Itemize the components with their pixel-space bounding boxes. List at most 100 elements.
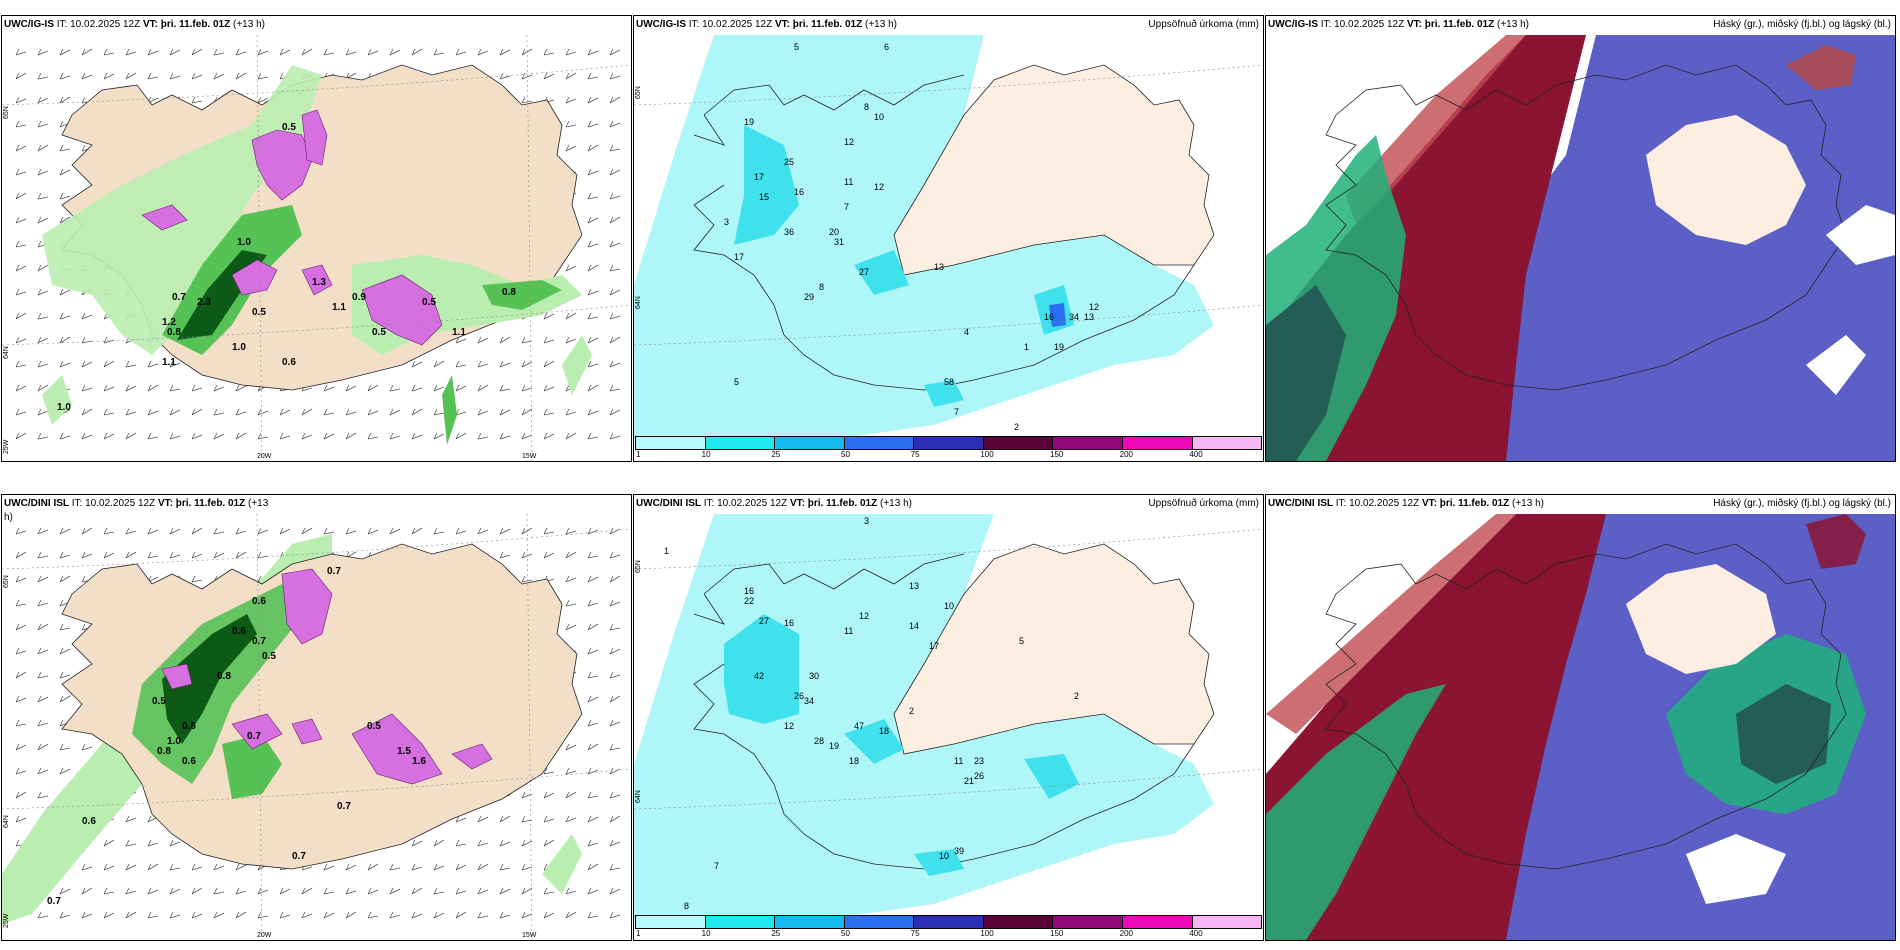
wind-barb [257,887,269,895]
wind-barb [367,432,379,440]
wind-barb [587,671,599,679]
precip-area-cyan-light [634,514,1214,918]
land-east-unprecip [893,64,1215,276]
wind-barb [433,887,445,895]
wind-barb [543,767,555,775]
wind-barb [587,623,599,631]
map-value-label: 0.5 [282,122,296,133]
wind-barb [477,336,489,344]
wind-barb [587,120,599,128]
map-value-label: 5 [734,377,739,387]
wind-barb [15,120,27,128]
wind-barb [37,216,49,224]
wind-barb [81,527,93,535]
wind-barb [477,839,489,847]
wind-barb [59,96,71,104]
map-value-label: 27 [859,267,869,277]
map-value-label: 12 [874,182,884,192]
map-value-label: 11 [954,756,963,766]
map-value-label: 16 [784,618,794,628]
map-value-label: 1.0 [167,736,181,747]
precip-colorbar: 1 10 25 50 75 100 150 200 400 [635,436,1262,460]
precip-cyan-center [844,719,904,764]
map-value-label: 22 [744,596,754,606]
snow-area-ne [301,109,328,166]
axis-label-lat-64: 64N [635,296,642,309]
wind-barb [543,911,555,919]
precip-area-cyan-light [634,35,1214,439]
map-value-label: 0.5 [252,307,266,318]
wind-barb [499,336,511,344]
wind-barb [411,48,423,56]
map-value-label: 27 [759,616,769,626]
land-outline [1325,543,1847,870]
panel-header: UWC/DINI ISL IT: 10.02.2025 12Z VT: þri.… [1268,497,1891,513]
wind-barb [543,527,555,535]
vt-value: þri. 11.feb. 01Z [807,498,878,509]
wind-barb [345,408,357,416]
wind-barb [59,72,71,80]
wind-barb [15,623,27,631]
wind-barb [521,96,533,104]
map-value-label: 17 [734,252,744,262]
wind-barb [103,887,115,895]
map-canvas [1266,514,1895,940]
wind-barb [169,432,181,440]
wind-barb [37,767,49,775]
wind-barb [191,96,203,104]
map-value-label: 4 [964,327,969,337]
wind-barb [455,432,467,440]
wind-barb [411,839,423,847]
value-labels: 0.51.00.71.20.81.12.31.00.50.61.10.91.30… [57,122,516,413]
wind-barb [213,551,225,559]
wind-barb [59,216,71,224]
map-value-label: 0.6 [252,596,266,607]
snow-area-center [231,259,278,296]
wind-barb [345,48,357,56]
precip-cyan-center [854,250,909,295]
map-value-label: 0.8 [502,287,516,298]
land-cloudfree [1646,115,1806,245]
wind-barb [499,887,511,895]
snow-area-se [301,264,333,296]
wind-barb [125,48,137,56]
wind-barb [587,384,599,392]
wind-barb [345,863,357,871]
wind-barb [59,671,71,679]
map-value-label: 11 [844,177,853,187]
wind-barb [191,408,203,416]
wind-barb [147,432,159,440]
wind-barb [411,384,423,392]
wind-barb [367,863,379,871]
map-wind-precip: 65N 64N 25W 20W 15W 0.7 0.6 0.6 0.7 0.5 0.8 0.… [2,514,631,940]
graticule [634,528,1263,810]
wind-barb [565,312,577,320]
wind-barb [103,48,115,56]
wind-barb [345,384,357,392]
precip-dark-green [162,614,257,744]
it-label: IT: [703,498,715,509]
wind-barb [279,432,291,440]
wind-barb [433,527,445,535]
model-name: UWC/DINI ISL [4,498,69,509]
map-value-label: 0.6 [82,816,96,827]
wind-barb [147,839,159,847]
map-value-label: 17 [929,641,939,651]
colorbar-swatch [1122,916,1193,928]
wind-barb [587,96,599,104]
wind-barb [81,408,93,416]
wind-barb [235,48,247,56]
wind-barb [521,839,533,847]
vt-value: þri. 11.feb. 01Z [175,498,246,509]
wind-barb [367,527,379,535]
map-value-label: 34 [1069,312,1079,322]
map-value-label: 10 [874,112,884,122]
land-iceland [61,543,583,870]
wind-barb [609,839,621,847]
wind-barb [565,743,577,751]
map-value-label: 18 [849,756,859,766]
snow-area-east [361,274,443,346]
wind-barb [15,791,27,799]
vt-value: þri. 11.feb. 01Z [160,19,231,30]
